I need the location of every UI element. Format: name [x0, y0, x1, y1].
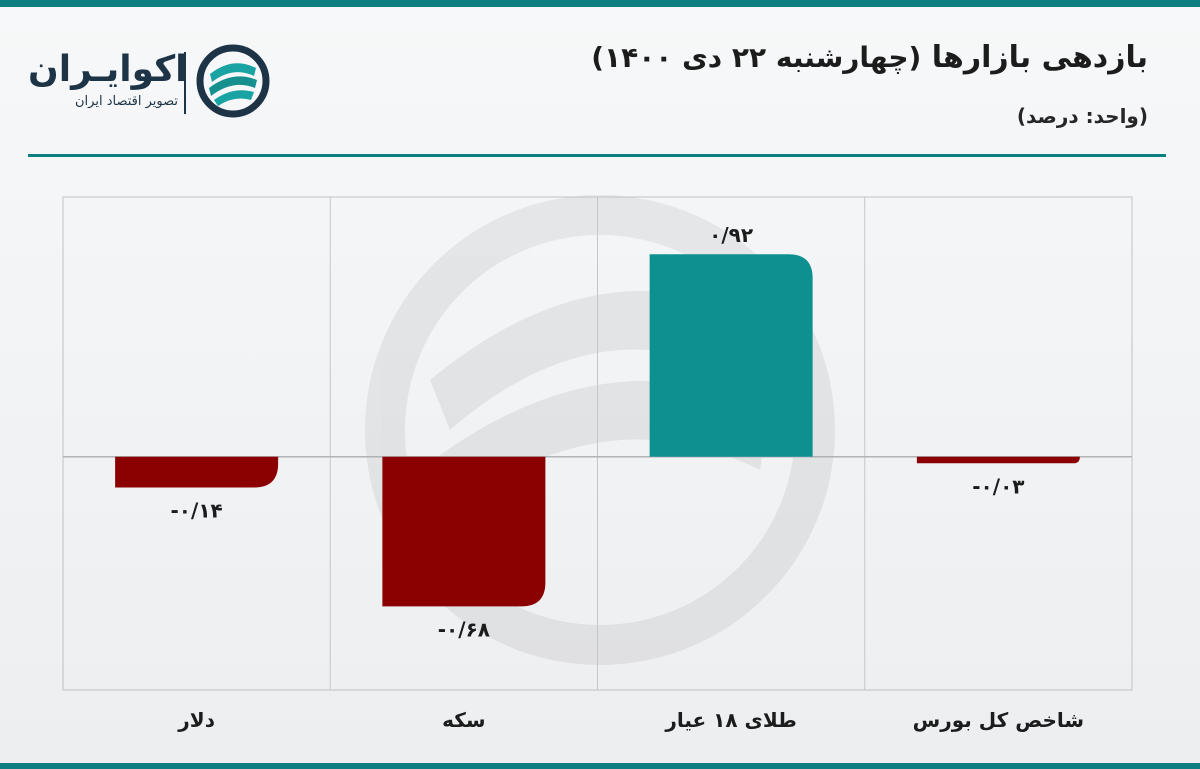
bar-1: [916, 456, 1080, 464]
category-label-4: دلار: [177, 708, 215, 732]
category-label-1: شاخص کل بورس: [913, 708, 1084, 732]
chart-title-date: (چهارشنبه ۲۲ دی ۱۴۰۰): [591, 41, 922, 74]
unit-label: (واحد: درصد): [1016, 104, 1148, 128]
data-label-3: -۰/۶۸: [438, 617, 490, 641]
data-label-2: ۰/۹۲: [709, 223, 753, 247]
brand-name: اکوایـران: [28, 49, 188, 90]
chart-grid: [62, 196, 1133, 691]
chart-title-main: بازدهی بازارها: [931, 40, 1148, 75]
bar-3: [382, 456, 546, 607]
brand-tagline: تصویر اقتصاد ایران: [75, 94, 178, 109]
chart-labels: -۰/۰۳ شاخص کل بورس ۰/۹۲ طلای ۱۸ عیار -۰/۶۸ سک…: [171, 223, 1085, 732]
bar-4: [115, 456, 279, 488]
header-divider: [28, 154, 1166, 157]
brand-logo-text: اکوایـران تصویر اقتصاد ایران: [28, 49, 188, 110]
logo-divider: [184, 52, 186, 114]
category-label-3: سکه: [442, 708, 485, 732]
ecoiran-logo-icon: [196, 44, 270, 122]
data-label-1: -۰/۰۳: [972, 474, 1024, 498]
chart-bars: [115, 254, 1080, 607]
category-label-2: طلای ۱۸ عیار: [664, 708, 797, 732]
chart-title: بازدهی بازارها (چهارشنبه ۲۲ دی ۱۴۰۰): [591, 40, 1148, 75]
bottom-accent-bar: [0, 763, 1200, 769]
bar-2: [649, 254, 813, 457]
data-label-4: -۰/۱۴: [171, 499, 223, 523]
top-accent-bar: [0, 0, 1200, 7]
